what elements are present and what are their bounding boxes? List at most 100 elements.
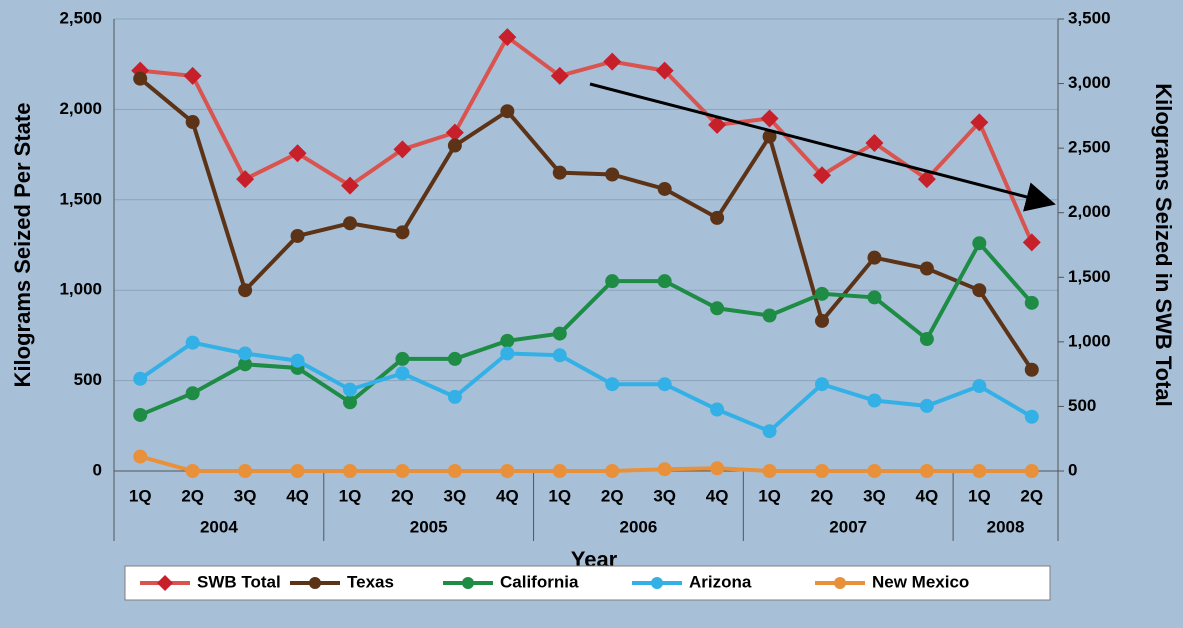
point xyxy=(395,366,410,381)
point xyxy=(815,377,829,392)
point xyxy=(552,165,567,180)
series-line xyxy=(139,340,1033,434)
point xyxy=(183,66,202,85)
point xyxy=(288,144,307,163)
point xyxy=(500,346,515,361)
point xyxy=(552,326,567,341)
point xyxy=(1024,295,1039,310)
point xyxy=(447,389,462,404)
point xyxy=(290,228,305,243)
point xyxy=(290,464,305,478)
legend-label: Texas xyxy=(347,572,394,591)
point xyxy=(867,290,882,305)
legend-marker xyxy=(157,575,173,591)
point xyxy=(500,464,515,478)
point xyxy=(603,52,622,71)
point xyxy=(447,351,462,366)
point xyxy=(710,301,725,316)
x-tick-label: 4Q xyxy=(916,486,939,505)
point xyxy=(185,464,200,478)
legend-marker xyxy=(834,577,846,589)
point xyxy=(865,133,884,152)
x-group-label: 2006 xyxy=(620,517,658,536)
point xyxy=(500,333,515,348)
point xyxy=(1022,233,1041,252)
y2-tick-label: 1,500 xyxy=(1068,267,1111,286)
point xyxy=(762,129,777,144)
point xyxy=(133,407,148,422)
point xyxy=(972,236,987,251)
point xyxy=(552,464,567,478)
x-group-label: 2004 xyxy=(200,517,238,536)
point xyxy=(500,104,515,119)
point xyxy=(133,371,148,386)
trend-arrow xyxy=(589,82,1056,212)
point xyxy=(657,181,672,196)
point xyxy=(919,398,934,413)
point xyxy=(445,123,464,142)
point xyxy=(395,225,410,240)
y-tick-label: 2,500 xyxy=(59,8,102,27)
legend-label: New Mexico xyxy=(872,572,969,591)
x-tick-label: 3Q xyxy=(234,486,257,505)
point xyxy=(657,377,672,392)
point xyxy=(655,61,674,80)
point xyxy=(552,348,567,363)
point xyxy=(341,176,359,195)
y2-tick-label: 3,500 xyxy=(1068,8,1111,27)
point xyxy=(133,449,148,464)
series-line xyxy=(138,77,1034,371)
point xyxy=(343,464,357,478)
point xyxy=(605,167,620,182)
point xyxy=(550,66,569,85)
legend-box xyxy=(124,565,1051,601)
point xyxy=(972,464,987,478)
point xyxy=(238,346,253,361)
y2-tick-label: 2,500 xyxy=(1068,138,1111,157)
point xyxy=(238,283,253,298)
point xyxy=(762,308,777,323)
legend-label: California xyxy=(500,572,579,591)
point xyxy=(972,379,987,394)
point xyxy=(395,351,410,366)
point xyxy=(236,170,255,189)
legend-marker xyxy=(462,577,474,589)
point xyxy=(1024,362,1039,377)
y2-tick-label: 2,000 xyxy=(1068,202,1111,221)
point xyxy=(813,166,831,185)
point xyxy=(657,462,672,477)
point xyxy=(919,464,934,478)
point xyxy=(447,138,462,153)
x-tick-label: 2Q xyxy=(811,486,834,505)
point xyxy=(238,357,253,372)
y-axis-title: Kilograms Seized Per State xyxy=(10,103,35,388)
point xyxy=(867,250,882,265)
point xyxy=(393,140,412,159)
x-tick-label: 1Q xyxy=(968,486,991,505)
x-tick-label: 2Q xyxy=(601,486,624,505)
point xyxy=(343,382,357,397)
x-group-label: 2008 xyxy=(987,517,1025,536)
y-tick-label: 2,000 xyxy=(59,99,102,118)
point xyxy=(343,216,357,231)
point xyxy=(605,377,620,392)
y-tick-label: 1,500 xyxy=(59,189,102,208)
x-tick-label: 1Q xyxy=(758,486,781,505)
point xyxy=(708,115,727,134)
point xyxy=(815,313,829,328)
x-tick-label: 1Q xyxy=(129,486,152,505)
x-tick-label: 2Q xyxy=(1020,486,1043,505)
point xyxy=(867,393,882,408)
point xyxy=(605,464,620,478)
point xyxy=(238,464,253,478)
series-line xyxy=(139,454,1032,473)
y-tick-label: 0 xyxy=(93,460,102,479)
x-tick-label: 3Q xyxy=(444,486,467,505)
point xyxy=(867,464,882,478)
series-line xyxy=(139,239,1034,417)
x-tick-label: 4Q xyxy=(496,486,519,505)
y-tick-label: 1,000 xyxy=(59,280,102,299)
series-line xyxy=(140,34,1034,244)
